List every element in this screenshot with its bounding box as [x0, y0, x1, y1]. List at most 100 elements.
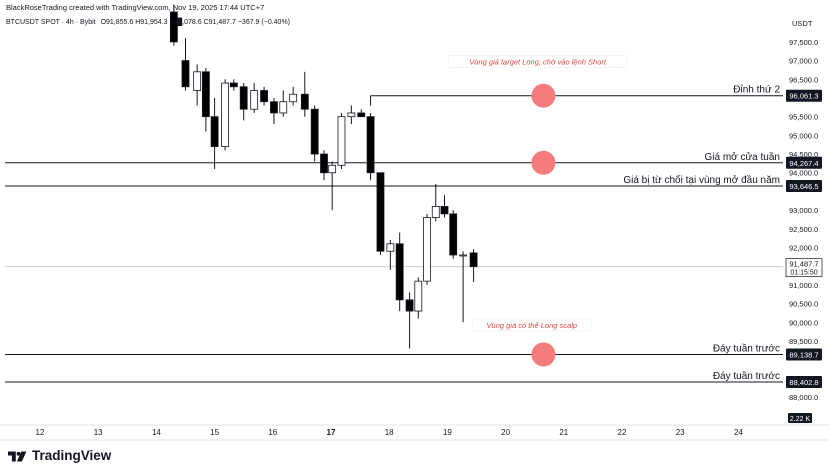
- x-tick-label: 23: [676, 428, 685, 437]
- candle-body[interactable]: [337, 116, 346, 166]
- current-price-text: 91,487.7: [789, 260, 818, 269]
- x-tick-label: 19: [443, 428, 452, 437]
- currency-label: USDT: [792, 19, 813, 28]
- candle-body[interactable]: [469, 252, 478, 268]
- candle-body[interactable]: [357, 112, 366, 118]
- logo-text: TradingView: [32, 448, 112, 463]
- candle-body[interactable]: [386, 243, 395, 252]
- candle-body[interactable]: [328, 164, 337, 174]
- marker-dot[interactable]: [531, 83, 556, 108]
- level-label: Đáy tuần trước: [713, 370, 780, 382]
- x-tick-label: 13: [94, 428, 103, 437]
- candle-body[interactable]: [449, 213, 458, 256]
- candle-body[interactable]: [440, 205, 449, 215]
- y-tick-label: 92,000.0: [789, 244, 818, 253]
- y-tick-label: 89,500.0: [789, 337, 818, 346]
- candle-body[interactable]: [459, 254, 468, 257]
- level-label: Đỉnh thứ 2: [733, 84, 780, 96]
- x-tick-label: 21: [559, 428, 568, 437]
- x-tick-label: 15: [210, 428, 219, 437]
- note-box: [448, 55, 627, 68]
- x-tick-label: 24: [734, 428, 743, 437]
- level-price-tag-text: 88,402.8: [789, 378, 818, 387]
- candle-body[interactable]: [239, 86, 248, 110]
- y-tick-label: 94,000.0: [789, 169, 818, 178]
- level-price-tag-text: 93,646.5: [789, 182, 818, 191]
- candle-body[interactable]: [431, 205, 440, 219]
- price-axis: USDT 97,500.0 97,000.0 96,500.0 95,500.0 95,0…: [785, 19, 823, 423]
- x-tick-label: 20: [501, 428, 510, 437]
- chart-attribution: BlackRoseTrading created with TradingVie…: [6, 3, 265, 12]
- level-price-tag: [786, 179, 822, 192]
- level-label: Giá mở cửa tuần: [704, 151, 780, 163]
- y-tick-label: 97,000.0: [789, 57, 818, 66]
- current-price-tag: [785, 258, 823, 278]
- candle-body[interactable]: [310, 108, 319, 155]
- note-text: Vùng giá có thể Long scalp: [487, 321, 577, 330]
- tradingview-logo[interactable]: TradingView: [8, 448, 111, 463]
- candle-body[interactable]: [289, 93, 298, 103]
- level-price-tag: [786, 156, 822, 169]
- candle-body[interactable]: [376, 172, 385, 252]
- x-tick-label: 14: [152, 428, 161, 437]
- volume-tag-text: 2.22 K: [790, 416, 811, 423]
- candle-body[interactable]: [279, 101, 288, 114]
- candle-body[interactable]: [201, 71, 210, 118]
- y-tick-label: 95,500.0: [789, 113, 818, 122]
- level-price-tag-text: 96,061.3: [789, 92, 818, 101]
- y-tick-label: 88,000.0: [789, 393, 818, 402]
- x-tick-label: 16: [268, 428, 277, 437]
- symbol-info: BTCUSDT SPOT · 4h · Bybit O91,855.6 H91,…: [6, 19, 293, 26]
- candle-body[interactable]: [423, 217, 431, 282]
- x-tick-label: 17: [327, 428, 336, 437]
- volume-tag: [788, 413, 812, 423]
- candle-body[interactable]: [347, 112, 356, 118]
- level-price-tag: [786, 348, 822, 361]
- level-label: Giá bị từ chối tại vùng mở đầu năm: [623, 174, 780, 186]
- y-tick-label: 91,000.0: [789, 281, 818, 290]
- marker-dot[interactable]: [531, 342, 556, 367]
- candle-body[interactable]: [395, 243, 404, 301]
- y-tick-label: 94,500.0: [789, 150, 818, 159]
- y-tick-label: 90,500.0: [789, 300, 818, 309]
- horizontal-levels: Đỉnh thứ 2 96,061.3 Giá mở cửa tuần 94,267.…: [5, 84, 822, 388]
- level-price-tag: [786, 375, 822, 388]
- candle-body[interactable]: [181, 60, 190, 88]
- candle-body[interactable]: [300, 93, 309, 110]
- candle-body[interactable]: [320, 153, 328, 174]
- level-price-tag-text: 94,267.4: [789, 159, 818, 168]
- candle-body[interactable]: [250, 90, 259, 110]
- candle-body[interactable]: [270, 101, 278, 114]
- symbol-name[interactable]: BTCUSDT SPOT · 4h · Bybit: [6, 19, 96, 26]
- candle-body[interactable]: [405, 299, 414, 312]
- x-tick-label: 18: [385, 428, 394, 437]
- candle-body[interactable]: [366, 116, 375, 174]
- candle-body[interactable]: [229, 82, 238, 88]
- x-tick-label: 12: [36, 428, 45, 437]
- notes: Vùng giá target Long, chờ vào lệnh Short…: [448, 55, 627, 332]
- y-tick-label: 92,500.0: [789, 225, 818, 234]
- countdown-text: 01:15:50: [790, 270, 817, 277]
- candle-body[interactable]: [169, 11, 178, 43]
- candle-body[interactable]: [260, 90, 268, 103]
- y-tick-label: 93,000.0: [789, 206, 818, 215]
- markers: [531, 83, 556, 367]
- marker-dot[interactable]: [531, 150, 556, 175]
- candle-body[interactable]: [414, 280, 423, 312]
- level-price-tag-text: 89,138.7: [789, 350, 818, 359]
- y-tick-label: 95,000.0: [789, 131, 818, 140]
- candle-body[interactable]: [193, 71, 202, 91]
- y-tick-label: 97,500.0: [789, 38, 818, 47]
- y-tick-label: 90,000.0: [789, 318, 818, 327]
- x-tick-label: 22: [618, 428, 627, 437]
- grid: [0, 424, 829, 441]
- note-text: Vùng giá target Long, chờ vào lệnh Short: [469, 57, 607, 66]
- y-tick-label: 96,500.0: [789, 75, 818, 84]
- candle-body[interactable]: [221, 82, 229, 147]
- level-price-tag: [786, 89, 822, 102]
- note-box: [471, 318, 592, 332]
- candles: [169, 4, 478, 349]
- candle-body[interactable]: [210, 116, 219, 147]
- level-label: Đáy tuần trước: [713, 342, 780, 354]
